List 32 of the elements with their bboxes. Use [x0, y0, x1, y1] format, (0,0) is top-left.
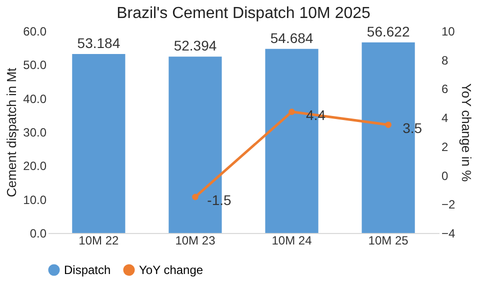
y2-tick-label: 8 — [442, 53, 448, 68]
y-tick-label: 50.0 — [23, 58, 47, 72]
point — [385, 122, 392, 128]
legend-label: Dispatch — [64, 263, 111, 277]
y-tick-label: 20.0 — [23, 159, 47, 174]
y-tick-label: 40.0 — [23, 92, 47, 106]
data-label: 52.394 — [174, 38, 217, 54]
legend-label: YoY change — [139, 263, 204, 277]
y-tick-label: 30.0 — [23, 126, 47, 140]
point — [192, 194, 198, 200]
data-label: 53.184 — [77, 34, 120, 51]
y2-tick-label: 2 — [442, 140, 448, 154]
chart-title: Brazil's Cement Dispatch 10M 2025 — [116, 5, 371, 22]
data-label: 56.622 — [366, 23, 410, 40]
y2-tick-label: 4 — [442, 111, 448, 126]
y2-tick-label: 0 — [442, 168, 448, 183]
x-tick-label: 10M 22 — [78, 234, 120, 248]
y-axis-title: Cement dispatch in Mt — [4, 67, 20, 198]
x-tick-label: 10M 24 — [272, 234, 312, 248]
y2-axis-title: YoY change in % — [459, 83, 474, 182]
y2-tick-label: −2 — [442, 198, 456, 212]
y2-tick-label: −4 — [442, 226, 456, 240]
y2-tick-label: 6 — [442, 82, 448, 96]
point — [288, 108, 295, 115]
y-tick-label: 0.0 — [30, 226, 47, 240]
data-label: 4.4 — [306, 106, 326, 123]
y2-tick-label: 10 — [442, 24, 456, 38]
x-tick-label: 10M 23 — [175, 234, 216, 248]
y-tick-label: 60.0 — [23, 24, 47, 38]
data-label: 54.684 — [270, 30, 314, 46]
x-tick-label: 10M 25 — [368, 234, 409, 248]
y-tick-label: 10.0 — [23, 192, 47, 207]
